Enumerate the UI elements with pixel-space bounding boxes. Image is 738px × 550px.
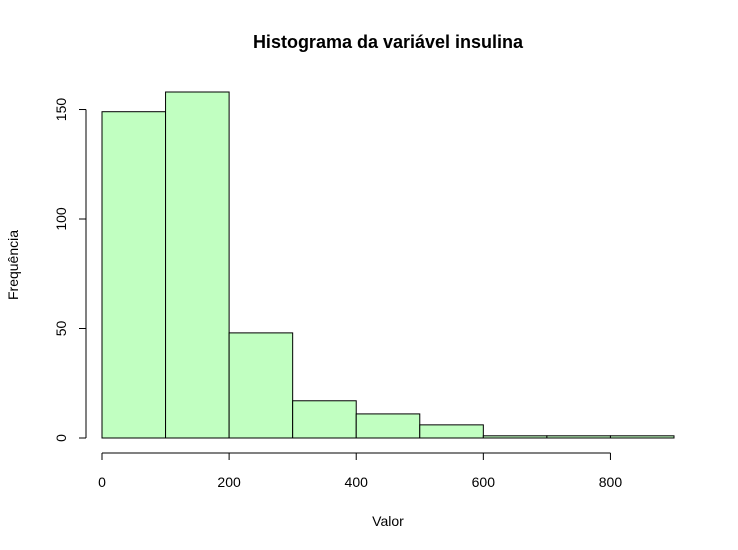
- x-tick-label-4: 800: [599, 474, 623, 490]
- histogram-bar-1: [165, 91, 230, 439]
- histogram-bar-8: [609, 435, 675, 439]
- y-axis-label: Frequência: [5, 230, 21, 300]
- histogram-bar-5: [419, 424, 484, 439]
- x-tick-label-0: 0: [98, 474, 106, 490]
- x-tick-label-3: 600: [472, 474, 496, 490]
- x-tick-label-1: 200: [217, 474, 241, 490]
- y-tick-label-1: 50: [53, 321, 69, 337]
- x-axis-label: Valor: [372, 513, 404, 529]
- chart-title: Histograma da variável insulina: [253, 32, 524, 52]
- histogram-bar-2: [228, 332, 294, 439]
- y-tick-label-2: 100: [53, 207, 69, 231]
- histogram-bar-6: [482, 435, 548, 439]
- bars-group: [101, 91, 675, 439]
- histogram-bar-3: [292, 400, 357, 439]
- x-tick-label-2: 400: [345, 474, 369, 490]
- y-axis: 0 50 100 150: [53, 98, 87, 442]
- y-tick-label-0: 0: [53, 434, 69, 442]
- x-axis: 0 200 400 600 800: [98, 452, 623, 490]
- y-tick-label-3: 150: [53, 98, 69, 122]
- histogram-bar-4: [355, 413, 421, 439]
- histogram-bar-0: [101, 111, 167, 439]
- histogram-bar-7: [546, 435, 611, 439]
